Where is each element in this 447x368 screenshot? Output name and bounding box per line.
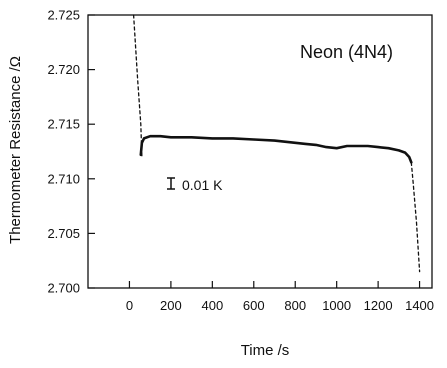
- y-tick-label: 2.720: [47, 62, 80, 77]
- scale-bar-label: 0.01 K: [182, 177, 223, 193]
- y-tick-label: 2.715: [47, 117, 80, 132]
- y-axis-title: Thermometer Resistance /Ω: [7, 56, 24, 244]
- y-tick-label: 2.710: [47, 171, 80, 186]
- x-tick-label: 600: [243, 298, 265, 313]
- x-tick-label: 400: [201, 298, 223, 313]
- sample-label: Neon (4N4): [300, 42, 393, 62]
- plot-frame: [87, 14, 433, 289]
- series-line-3: [410, 161, 421, 273]
- series-line-1: [132, 14, 143, 158]
- x-tick-label: 0: [126, 298, 133, 313]
- x-tick-label: 1200: [364, 298, 393, 313]
- series-layer: [132, 14, 421, 273]
- y-tick-label: 2.705: [47, 226, 80, 241]
- axes: 2.700 2.705 2.710 2.715 2.720 2.725 0 200 400 600…: [47, 8, 434, 314]
- y-tick-label: 2.700: [47, 281, 80, 296]
- scale-bar: [167, 177, 175, 190]
- x-tick-label: 1400: [405, 298, 434, 313]
- x-axis-title: Time /s: [241, 342, 290, 359]
- x-tick-label: 200: [160, 298, 182, 313]
- x-tick-label: 1000: [322, 298, 351, 313]
- y-tick-label: 2.725: [47, 8, 80, 23]
- x-tick-label: 800: [284, 298, 306, 313]
- series-line-2: [139, 134, 413, 164]
